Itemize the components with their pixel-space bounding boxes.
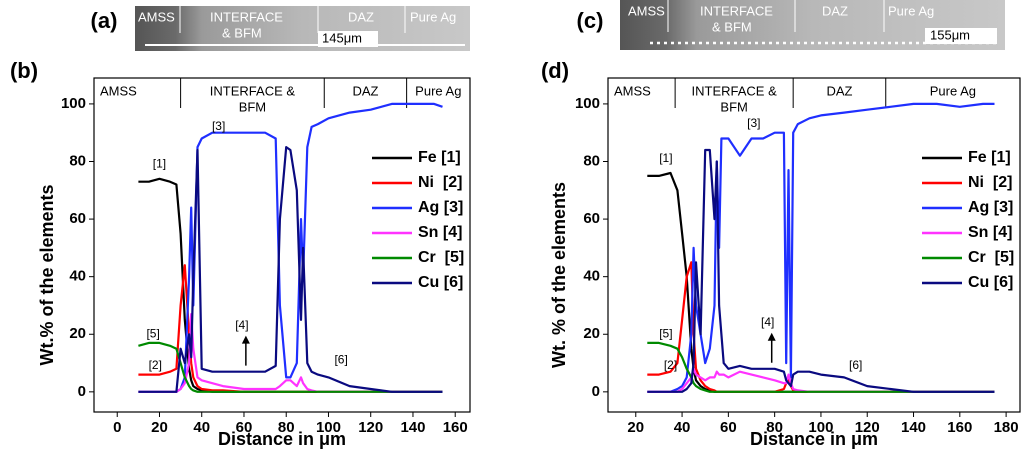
legend-label: Ag [3] — [968, 199, 1013, 216]
zone-label: BFM — [239, 99, 266, 114]
scale-label: 155μm — [930, 27, 970, 42]
legend-label: Sn [4] — [418, 224, 462, 241]
image-label: INTERFACE — [700, 3, 773, 18]
y-tick-label: 0 — [592, 383, 600, 400]
zone-label: AMSS — [100, 83, 137, 98]
annotation: [2] — [149, 358, 162, 372]
image-label: Pure Ag — [410, 9, 456, 24]
x-tick-label: 20 — [151, 419, 168, 436]
legend-label: Ni [2] — [968, 174, 1012, 191]
annotation: [3] — [747, 116, 760, 130]
series-line — [647, 150, 994, 392]
y-tick-label: 0 — [78, 383, 86, 400]
annotation: [5] — [146, 326, 159, 340]
y-axis-label: Wt.% of the elements — [37, 184, 57, 365]
y-tick-label: 80 — [69, 152, 86, 169]
x-axis-label: Distance in μm — [218, 429, 346, 449]
zone-label: INTERFACE & — [210, 83, 296, 98]
x-tick-label: 0 — [113, 419, 121, 436]
series-line — [138, 104, 442, 392]
legend-label: Cu [6] — [418, 274, 463, 291]
legend-label: Fe [1] — [968, 149, 1011, 166]
panel-label: (c) — [577, 8, 604, 33]
x-tick-label: 140 — [901, 419, 926, 436]
image-label: AMSS — [628, 3, 665, 18]
annotation: [6] — [849, 358, 862, 372]
annotation: [4] — [235, 318, 248, 332]
zone-label: DAZ — [352, 83, 378, 98]
image-label: INTERFACE — [210, 9, 283, 24]
legend-label: Cr [5] — [968, 249, 1014, 266]
image-label: & BFM — [712, 19, 752, 34]
y-tick-label: 20 — [69, 325, 86, 342]
image-label: Pure Ag — [888, 3, 934, 18]
panel-label: (a) — [91, 8, 118, 33]
arrow-head — [768, 333, 776, 341]
arrow-head — [242, 336, 250, 344]
y-tick-label: 40 — [69, 268, 86, 285]
x-tick-label: 140 — [400, 419, 425, 436]
image-label: DAZ — [348, 9, 374, 24]
x-axis-label: Distance in μm — [750, 429, 878, 449]
annotation: [6] — [334, 352, 347, 366]
x-tick-label: 180 — [994, 419, 1019, 436]
figure: (a)AMSSINTERFACE& BFMDAZPure Ag145μm(c)A… — [0, 0, 1029, 454]
annotation: [2] — [664, 358, 677, 372]
annotation: [5] — [659, 326, 672, 340]
x-tick-label: 60 — [720, 419, 737, 436]
panel-label: (b) — [10, 58, 38, 83]
x-tick-label: 160 — [947, 419, 972, 436]
image-label: DAZ — [822, 3, 848, 18]
annotation: [3] — [212, 119, 225, 133]
zone-label: INTERFACE & — [692, 83, 778, 98]
y-tick-label: 80 — [583, 152, 600, 169]
annotation: [1] — [153, 157, 166, 171]
y-tick-label: 20 — [583, 325, 600, 342]
legend-label: Cu [6] — [968, 274, 1013, 291]
legend-label: Fe [1] — [418, 149, 461, 166]
legend-label: Sn [4] — [968, 224, 1012, 241]
x-tick-label: 120 — [358, 419, 383, 436]
x-tick-label: 20 — [627, 419, 644, 436]
zone-label: Pure Ag — [415, 83, 461, 98]
zone-label: Pure Ag — [930, 83, 976, 98]
zone-label: BFM — [720, 99, 747, 114]
legend-label: Cr [5] — [418, 249, 464, 266]
y-axis-label: Wt. % of the elements — [549, 182, 569, 368]
x-tick-label: 160 — [443, 419, 468, 436]
zone-label: AMSS — [614, 83, 651, 98]
series-line — [647, 104, 994, 392]
y-tick-label: 60 — [583, 210, 600, 227]
scale-label: 145μm — [322, 30, 362, 45]
y-tick-label: 60 — [69, 210, 86, 227]
annotation: [1] — [659, 151, 672, 165]
y-tick-label: 100 — [61, 95, 86, 112]
y-tick-label: 40 — [583, 268, 600, 285]
annotation: [4] — [761, 315, 774, 329]
image-label: & BFM — [222, 25, 262, 40]
x-tick-label: 40 — [674, 419, 691, 436]
zone-label: DAZ — [826, 83, 852, 98]
y-tick-label: 100 — [575, 95, 600, 112]
image-label: AMSS — [138, 9, 175, 24]
x-tick-label: 40 — [193, 419, 210, 436]
panel-label: (d) — [541, 58, 569, 83]
legend-label: Ag [3] — [418, 199, 463, 216]
legend-label: Ni [2] — [418, 174, 462, 191]
